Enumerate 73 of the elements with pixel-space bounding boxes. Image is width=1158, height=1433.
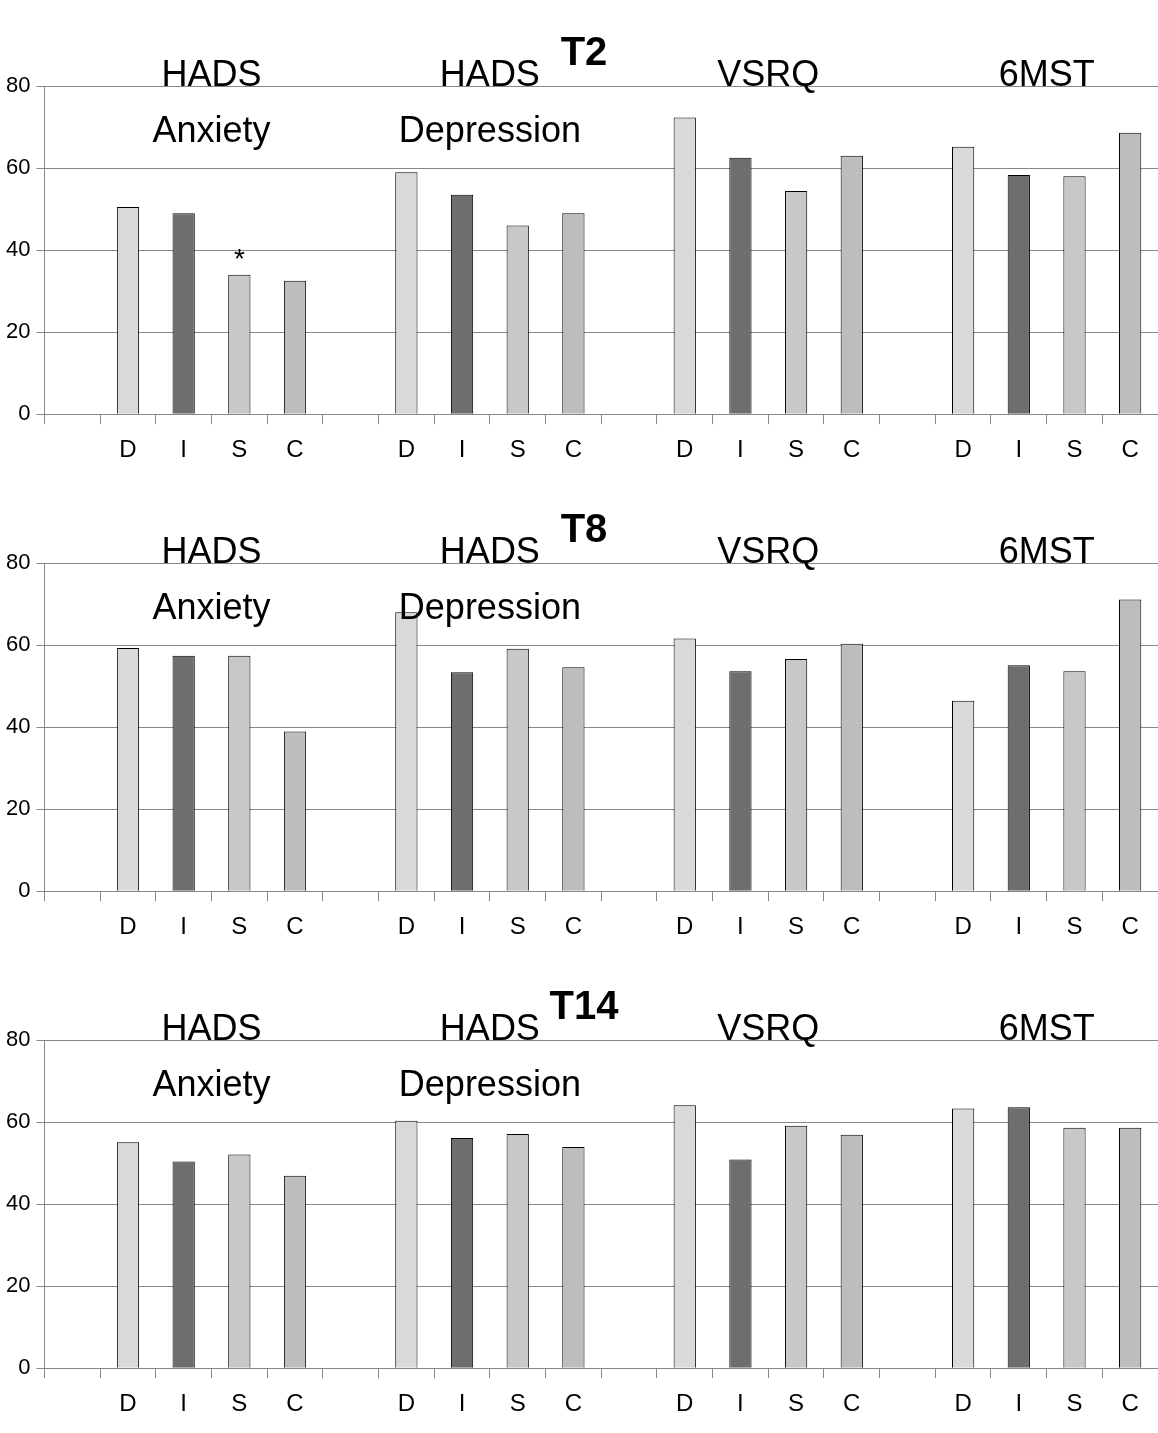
annotation: 6MST bbox=[998, 52, 1095, 94]
y-tick-label: 20 bbox=[5, 318, 31, 344]
y-tick-label: 60 bbox=[5, 631, 31, 657]
x-tick-label: D bbox=[397, 912, 416, 940]
x-tick-label: I bbox=[737, 1389, 744, 1417]
x-tick-label: D bbox=[954, 912, 972, 940]
x-tick-label: S bbox=[1066, 912, 1083, 940]
annotation: HADS Anxiety bbox=[152, 52, 271, 150]
x-tick-label: D bbox=[676, 435, 694, 463]
x-tick-label: D bbox=[676, 1389, 694, 1417]
x-tick-label: D bbox=[119, 912, 137, 940]
x-tick-label: C bbox=[564, 1389, 583, 1417]
x-tick-label: S bbox=[231, 1389, 248, 1417]
x-tick-label: I bbox=[180, 435, 187, 463]
annotation: HADS Anxiety bbox=[152, 529, 271, 627]
x-tick-label: I bbox=[458, 1389, 466, 1417]
x-tick-label: D bbox=[954, 435, 972, 463]
annotation: VSRQ bbox=[717, 52, 820, 94]
x-tick-label: C bbox=[843, 912, 861, 940]
y-tick-label: 40 bbox=[5, 713, 31, 739]
x-tick-label: S bbox=[1066, 1389, 1083, 1417]
x-tick-label: I bbox=[1015, 435, 1023, 463]
x-tick-label: C bbox=[1121, 435, 1139, 463]
x-tick-label: I bbox=[737, 912, 744, 940]
x-tick-label: C bbox=[286, 435, 304, 463]
x-tick-label: S bbox=[509, 435, 526, 463]
x-tick-label: D bbox=[119, 435, 137, 463]
y-tick-label: 0 bbox=[18, 877, 31, 903]
x-tick-label: C bbox=[286, 912, 304, 940]
x-tick-label: S bbox=[1066, 435, 1083, 463]
annotation: HADS Anxiety bbox=[152, 1006, 271, 1104]
x-tick-label: S bbox=[231, 435, 248, 463]
x-tick-label: S bbox=[788, 1389, 805, 1417]
x-tick-label: I bbox=[737, 435, 744, 463]
x-tick-label: D bbox=[119, 1389, 137, 1417]
x-tick-label: C bbox=[843, 435, 861, 463]
x-tick-label: D bbox=[397, 435, 416, 463]
x-tick-label: I bbox=[458, 435, 466, 463]
annotation: 6MST bbox=[998, 1006, 1095, 1048]
x-tick-label: C bbox=[286, 1389, 304, 1417]
x-tick-label: C bbox=[1121, 1389, 1139, 1417]
x-tick-label: C bbox=[564, 435, 583, 463]
annotation: VSRQ bbox=[717, 529, 820, 571]
x-tick-label: S bbox=[788, 912, 805, 940]
y-tick-label: 60 bbox=[5, 1108, 31, 1134]
y-tick-label: 60 bbox=[5, 154, 31, 180]
x-tick-label: C bbox=[1121, 912, 1139, 940]
y-tick-label: 80 bbox=[5, 549, 31, 575]
y-tick-label: 80 bbox=[5, 72, 31, 98]
annotation: 6MST bbox=[998, 529, 1095, 571]
x-tick-label: I bbox=[1015, 912, 1023, 940]
x-tick-label: S bbox=[231, 912, 248, 940]
x-tick-label: I bbox=[180, 912, 187, 940]
y-tick-label: 20 bbox=[5, 795, 31, 821]
y-tick-label: 20 bbox=[5, 1272, 31, 1298]
y-tick-label: 0 bbox=[18, 1354, 31, 1380]
x-tick-label: I bbox=[458, 912, 466, 940]
y-tick-label: 40 bbox=[5, 236, 31, 262]
x-tick-label: C bbox=[564, 912, 583, 940]
annotation: * bbox=[233, 243, 245, 275]
x-tick-label: S bbox=[509, 912, 526, 940]
x-tick-label: D bbox=[954, 1389, 972, 1417]
y-tick-label: 0 bbox=[18, 400, 31, 426]
x-tick-label: S bbox=[788, 435, 805, 463]
annotation: VSRQ bbox=[717, 1006, 820, 1048]
x-tick-label: I bbox=[1015, 1389, 1023, 1417]
x-tick-label: S bbox=[509, 1389, 526, 1417]
x-tick-label: D bbox=[397, 1389, 416, 1417]
x-tick-label: D bbox=[676, 912, 694, 940]
x-tick-label: C bbox=[843, 1389, 861, 1417]
y-tick-label: 80 bbox=[5, 1026, 31, 1052]
y-tick-label: 40 bbox=[5, 1190, 31, 1216]
x-tick-label: I bbox=[180, 1389, 187, 1417]
